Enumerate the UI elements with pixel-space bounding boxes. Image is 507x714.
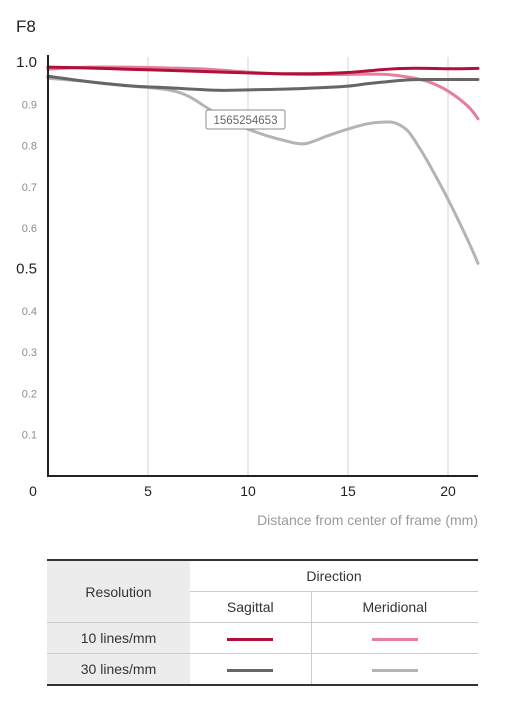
tick-layer: 0.1 0.2 0.3 0.4 0.5 0.6 0.7 0.8 0.9 1.0 0 5 10 15 20: [16, 54, 456, 499]
legend-table: Resolution Direction Sagittal Meridional…: [47, 559, 478, 686]
swatch-10-meridional: [371, 637, 418, 641]
series-line-30-sagittal: [46, 74, 480, 92]
meridional-header: Meridional: [311, 591, 478, 623]
direction-header: Direction: [190, 559, 478, 592]
swatch-30-sagittal: [227, 668, 274, 672]
x-tick-label: 10: [240, 483, 256, 499]
y-tick-label: 0.4: [22, 306, 37, 318]
x-tick-label: 20: [440, 483, 456, 499]
x-tick-label: 5: [144, 483, 152, 499]
annotation-text: 1565254653: [214, 115, 278, 127]
x-axis-label: Distance from center of frame (mm): [257, 512, 478, 528]
y-tick-label: 0.1: [22, 430, 37, 442]
legend-row-10: 10 lines/mm: [47, 622, 478, 654]
value-annotation: 1565254653: [205, 109, 286, 130]
sagittal-header: Sagittal: [190, 591, 312, 623]
grid-layer: [147, 57, 449, 476]
x-tick-label: 0: [29, 483, 37, 499]
y-tick-label: 0.2: [22, 388, 37, 400]
y-tick-label: 0.8: [22, 141, 37, 153]
mtf-chart: 0.1 0.2 0.3 0.4 0.5 0.6 0.7 0.8 0.9 1.0 0 5 10 15 20 F…: [16, 17, 480, 528]
meridional-cell-30: [311, 653, 478, 686]
annotation-box: [205, 109, 286, 130]
series-line-30-meridional: [46, 76, 480, 265]
y-tick-label: 0.6: [22, 223, 37, 235]
resolution-label-10: 10 lines/mm: [47, 622, 190, 654]
series-line-10-sagittal: [46, 65, 480, 76]
y-tick-label: 0.9: [22, 99, 37, 111]
legend-subheader-row: Sagittal Meridional: [47, 591, 478, 623]
sagittal-cell-30: [190, 653, 312, 686]
resolution-header: Resolution: [47, 559, 190, 623]
y-tick-label: 0.5: [16, 261, 37, 278]
resolution-label-30: 30 lines/mm: [47, 653, 190, 686]
swatch-10-sagittal: [227, 637, 274, 641]
x-tick-label: 15: [340, 483, 356, 499]
chart-title: F8: [16, 17, 36, 36]
axes-layer: [47, 55, 478, 477]
legend-header-row: Resolution Direction: [47, 559, 478, 623]
swatch-30-meridional: [371, 668, 418, 672]
y-tick-label: 0.3: [22, 347, 37, 359]
meridional-cell-10: [311, 622, 478, 654]
series-layer: [46, 65, 480, 265]
y-tick-label: 1.0: [16, 54, 37, 71]
sagittal-cell-10: [190, 622, 312, 654]
legend-row-30: 30 lines/mm: [47, 653, 478, 686]
y-tick-label: 0.7: [22, 182, 37, 194]
